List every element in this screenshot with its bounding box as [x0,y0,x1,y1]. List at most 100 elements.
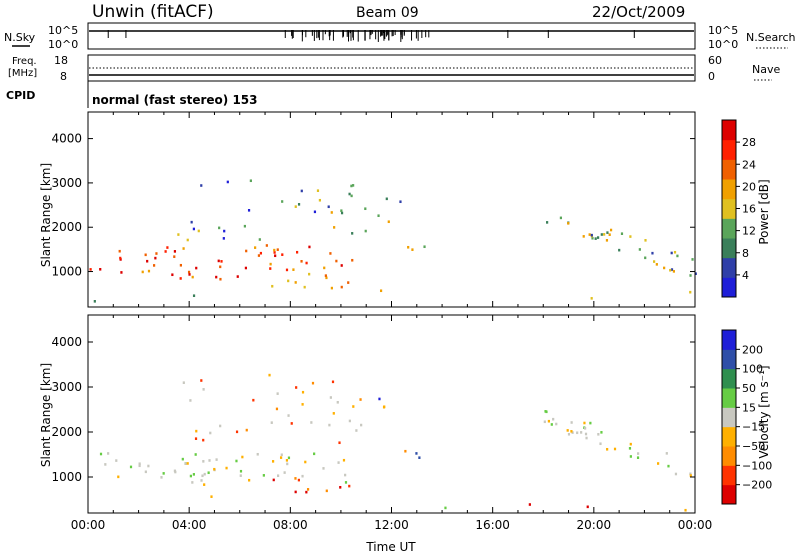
power-cell [333,226,336,229]
velocity-cell [256,452,259,456]
velocity-cell [344,473,347,477]
noise-trace [89,30,694,42]
velocity-cell [613,447,617,451]
power-cell [192,227,195,231]
velocity-cell [239,469,243,473]
power-cell [609,228,613,232]
velocity-cell [636,456,640,459]
velocity-cell [378,397,381,401]
velocity-cell [194,437,198,440]
power-cell [177,233,180,236]
power-cell [186,238,189,242]
ytick-label: 2000 [51,425,82,439]
velocity-cell [202,388,205,391]
power-cell [93,300,96,303]
velocity-cell [586,505,589,509]
power-cell [245,249,248,253]
velocity-colorbar-label: Velocity [m s⁻¹] [757,365,771,458]
power-cell [294,281,297,284]
power-cell [605,239,609,242]
velocity-xticks: 00:00 04:00 08:00 12:00 16:00 20:00 00:00 [71,315,712,532]
velocity-cell [203,472,206,476]
power-cell [152,264,156,267]
power-cell [259,251,263,255]
power-cell [653,260,656,263]
velocity-cell [550,423,553,426]
power-data-layer [89,179,697,303]
power-cell [294,205,297,208]
velocity-cell [286,462,289,466]
velocity-cell [202,460,205,463]
velocity-colorbar-swatch [722,426,736,447]
velocity-colorbar-swatch [722,330,736,350]
velocity-cell [248,478,251,482]
velocity-cell [117,475,120,479]
power-cell [269,267,272,270]
power-cell [694,272,697,276]
power-cell [219,277,222,281]
freq-left-tick-top: 18 [54,54,68,67]
power-cell [620,232,624,235]
power-colorbar-swatch [722,277,736,298]
velocity-cell [555,422,558,426]
power-cell [271,284,274,288]
velocity-colorbar-tick-label: −15 [742,421,765,434]
power-cell [179,263,182,267]
velocity-cell [418,456,421,459]
power-cell [197,229,200,233]
velocity-cell [283,471,286,474]
velocity-colorbar-swatch [722,349,736,370]
velocity-cell [570,421,573,424]
power-ylabel: Slant Range [km] [39,163,53,267]
velocity-colorbar-swatch [722,407,736,428]
velocity-cell [342,458,346,462]
velocity-cell [543,420,546,424]
power-cell [324,274,327,277]
power-cell [187,270,191,274]
power-cell [287,279,290,283]
velocity-cell [174,470,177,474]
power-cell [606,231,609,234]
power-colorbar-tick-label: 20 [742,180,756,193]
power-colorbar-tick-label: 8 [742,247,749,260]
power-cell [308,272,311,276]
velocity-cell [107,452,110,455]
velocity-cell [115,459,118,462]
power-cell [296,250,299,254]
velocity-cell [552,417,555,421]
power-cell [303,285,306,289]
power-cell [347,281,350,284]
velocity-cell [665,452,668,455]
power-cell [300,259,303,263]
velocity-cell [629,442,632,446]
velocity-cell [301,474,304,478]
velocity-cell [297,478,300,482]
power-cell [330,286,333,290]
power-cell [608,233,611,236]
power-cell [164,250,167,253]
power-cell [638,248,641,251]
power-cell [281,253,284,256]
noise-right-tick-bottom: 10^0 [708,38,738,51]
power-cell [247,209,251,212]
velocity-cell [576,431,579,435]
velocity-cell [252,398,255,402]
power-cell [146,259,149,263]
velocity-cell [567,432,571,436]
power-cell [546,221,549,224]
velocity-cell [162,472,165,475]
power-colorbar-swatch [722,257,736,278]
power-cell [663,266,666,270]
power-colorbar-label: Power [dB] [757,179,771,244]
velocity-cell [192,473,195,476]
velocity-cell [656,462,660,465]
velocity-cell [599,442,602,446]
power-cell [676,254,679,258]
power-colorbar-tick-label: 24 [742,158,756,171]
power-cell [269,262,272,266]
velocity-cell [201,474,204,478]
freq-panel-frame [87,54,696,82]
velocity-colorbar-swatch [722,388,736,408]
ytick-label: 1000 [51,470,82,484]
velocity-cell [313,452,316,456]
